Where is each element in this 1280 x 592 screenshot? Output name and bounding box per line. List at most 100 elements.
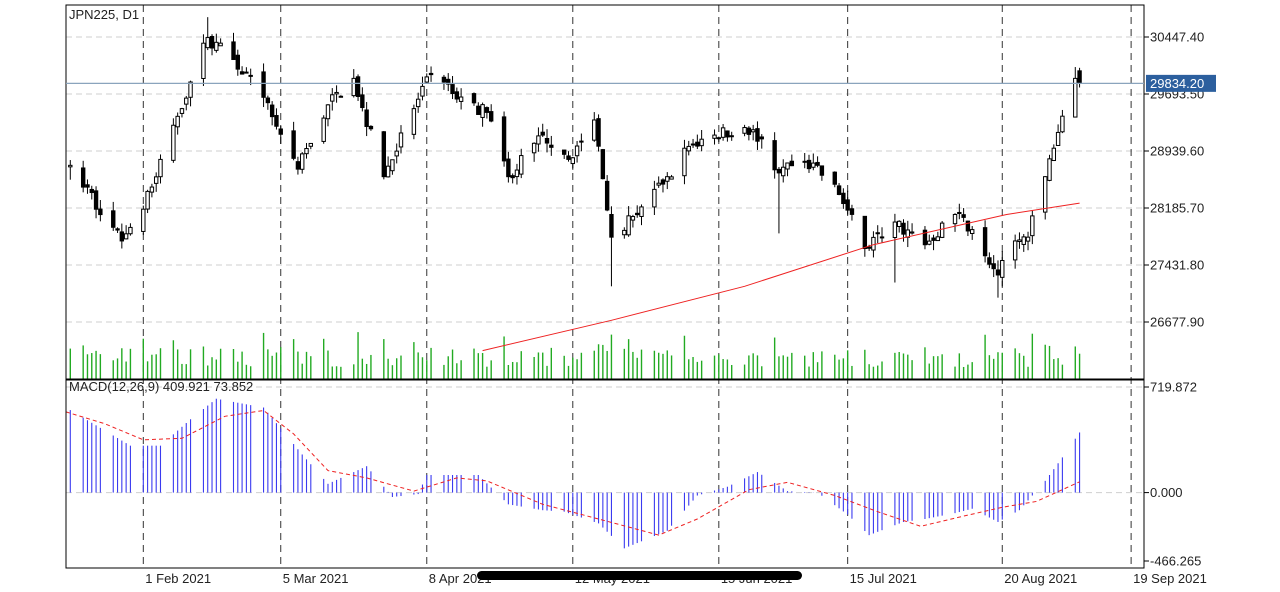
candle-bull bbox=[892, 221, 898, 239]
home-indicator[interactable] bbox=[477, 571, 802, 580]
candle-bear bbox=[368, 125, 374, 130]
candle-bull bbox=[639, 206, 644, 217]
candle-bear bbox=[450, 84, 455, 95]
candle-bull bbox=[458, 96, 464, 102]
candle-bear bbox=[862, 215, 868, 250]
candle-bear bbox=[596, 118, 601, 147]
candle-bear bbox=[832, 171, 837, 185]
candle-bear bbox=[360, 94, 365, 109]
candle-bull bbox=[785, 162, 790, 170]
candle-bear bbox=[849, 208, 855, 215]
x-tick-label: 15 Jul 2021 bbox=[850, 571, 917, 586]
candle-bull bbox=[321, 117, 326, 142]
candle-bull bbox=[304, 148, 309, 155]
candle-bull bbox=[188, 81, 193, 98]
candle-bear bbox=[772, 140, 777, 171]
candle-bull bbox=[626, 215, 631, 236]
candle-bear bbox=[261, 71, 266, 98]
candle-bear bbox=[815, 161, 820, 166]
signal-line bbox=[65, 409, 1080, 536]
candle-bear bbox=[836, 185, 842, 195]
candle-bull bbox=[420, 85, 425, 97]
candle-bear bbox=[265, 97, 271, 104]
candle-bear bbox=[209, 35, 215, 49]
candle-bear bbox=[755, 128, 760, 142]
candle-bull bbox=[385, 165, 391, 178]
candle-bear bbox=[85, 184, 90, 188]
macd-tick-label: 0.000 bbox=[1150, 485, 1183, 500]
candle-bull bbox=[334, 91, 339, 95]
candle-bear bbox=[957, 211, 962, 214]
candle-bear bbox=[879, 236, 885, 239]
candle-bear bbox=[660, 179, 666, 185]
candle-bull bbox=[952, 213, 958, 225]
candle-bear bbox=[231, 41, 236, 60]
candle-bear bbox=[364, 109, 369, 127]
candle-bear bbox=[540, 131, 545, 136]
candle-bull bbox=[781, 166, 786, 177]
candle-bear bbox=[235, 54, 240, 70]
candle-bear bbox=[484, 107, 490, 113]
candle-bull bbox=[68, 164, 73, 168]
candle-bull bbox=[531, 142, 537, 154]
candle-bear bbox=[806, 159, 812, 170]
candle-bull bbox=[308, 142, 314, 147]
candle-bear bbox=[115, 228, 120, 231]
chart-title: JPN225, D1 bbox=[69, 7, 139, 22]
candle-bull bbox=[909, 231, 915, 234]
candle-bear bbox=[544, 137, 550, 144]
candle-bear bbox=[454, 91, 460, 100]
macd-title: MACD(12,26,9) 409.921 73.852 bbox=[69, 379, 253, 394]
candle-bull bbox=[686, 145, 691, 152]
macd-tick-label: 719.872 bbox=[1150, 380, 1197, 395]
candle-bull bbox=[184, 97, 189, 105]
candle-bear bbox=[471, 93, 477, 104]
candle-bear bbox=[98, 208, 103, 216]
y-tick-label: 26677.90 bbox=[1150, 315, 1204, 330]
candle-bear bbox=[841, 192, 846, 205]
candle-bull bbox=[171, 124, 176, 161]
candle-bull bbox=[1051, 147, 1057, 162]
candle-bear bbox=[965, 220, 971, 232]
candle-bull bbox=[394, 150, 399, 157]
candle-bear bbox=[355, 76, 361, 97]
candle-bull bbox=[1043, 176, 1048, 213]
ma-line bbox=[482, 202, 1080, 352]
candle-bull bbox=[411, 108, 417, 135]
candle-bull bbox=[158, 158, 163, 178]
candle-bull bbox=[1047, 158, 1052, 181]
candle-bear bbox=[80, 167, 86, 188]
candlesticks bbox=[68, 17, 1082, 298]
candle-bull bbox=[970, 229, 975, 234]
candle-bull bbox=[656, 182, 661, 186]
candle-bear bbox=[802, 160, 807, 163]
candle-bull bbox=[424, 76, 429, 83]
candle-bear bbox=[566, 155, 571, 160]
candle-bear bbox=[381, 131, 387, 178]
candle-bull bbox=[935, 236, 941, 242]
candle-bear bbox=[776, 168, 782, 174]
macd-histogram bbox=[69, 398, 1081, 549]
candle-bear bbox=[725, 130, 730, 138]
candle-bull bbox=[205, 37, 210, 49]
price-panel-frame bbox=[65, 4, 1145, 380]
candle-bull bbox=[415, 98, 421, 108]
x-tick-label: 1 Feb 2021 bbox=[145, 571, 211, 586]
candle-bull bbox=[1055, 131, 1061, 146]
candle-bear bbox=[729, 135, 734, 138]
candle-bear bbox=[995, 269, 1001, 276]
candle-bull bbox=[398, 132, 404, 148]
candle-bull bbox=[248, 74, 253, 77]
candle-bull bbox=[351, 77, 356, 97]
candle-bear bbox=[488, 111, 494, 122]
candle-bull bbox=[669, 176, 674, 180]
candle-bull bbox=[712, 134, 717, 139]
candle-bear bbox=[338, 95, 344, 98]
current-price-tag bbox=[1146, 74, 1216, 92]
moving-average bbox=[482, 202, 1080, 352]
candle-bull bbox=[519, 155, 524, 175]
x-tick-label: 19 Sep 2021 bbox=[1133, 571, 1207, 586]
candle-bull bbox=[145, 190, 150, 210]
y-tick-label: 28939.60 bbox=[1150, 144, 1204, 159]
